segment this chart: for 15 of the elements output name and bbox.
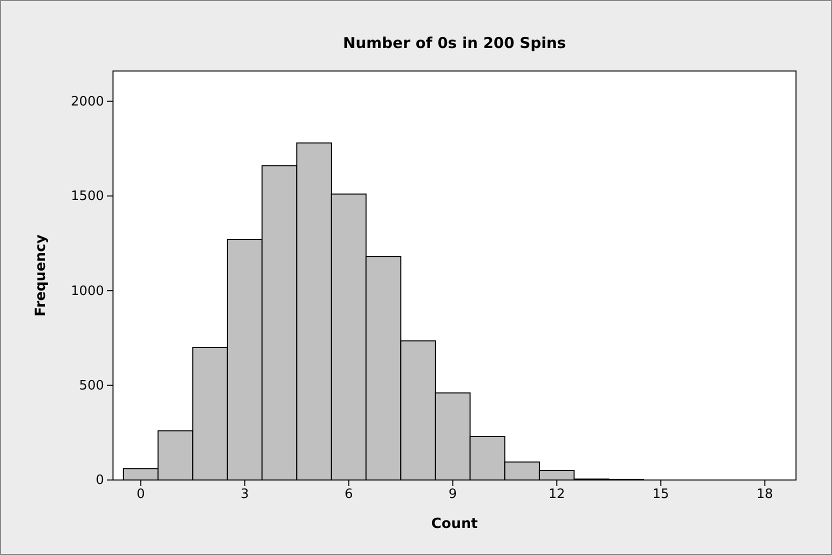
x-tick-label: 0: [136, 487, 145, 502]
x-tick-label: 3: [240, 487, 249, 502]
y-tick-label: 1000: [70, 284, 104, 299]
y-tick-label: 2000: [70, 94, 104, 110]
y-tick-label: 500: [79, 378, 104, 394]
x-tick-label: 6: [344, 487, 353, 502]
chart-title: Number of 0s in 200 Spins: [343, 34, 566, 52]
x-tick-label: 15: [652, 487, 670, 502]
y-tick-label: 1500: [70, 189, 104, 204]
y-axis-title: Frequency: [33, 234, 49, 316]
x-tick-label: 12: [548, 487, 566, 502]
y-tick-label: 0: [96, 473, 104, 488]
x-axis-title: Count: [431, 516, 478, 532]
x-tick-label: 9: [448, 487, 457, 502]
x-tick-label: 18: [756, 487, 774, 502]
